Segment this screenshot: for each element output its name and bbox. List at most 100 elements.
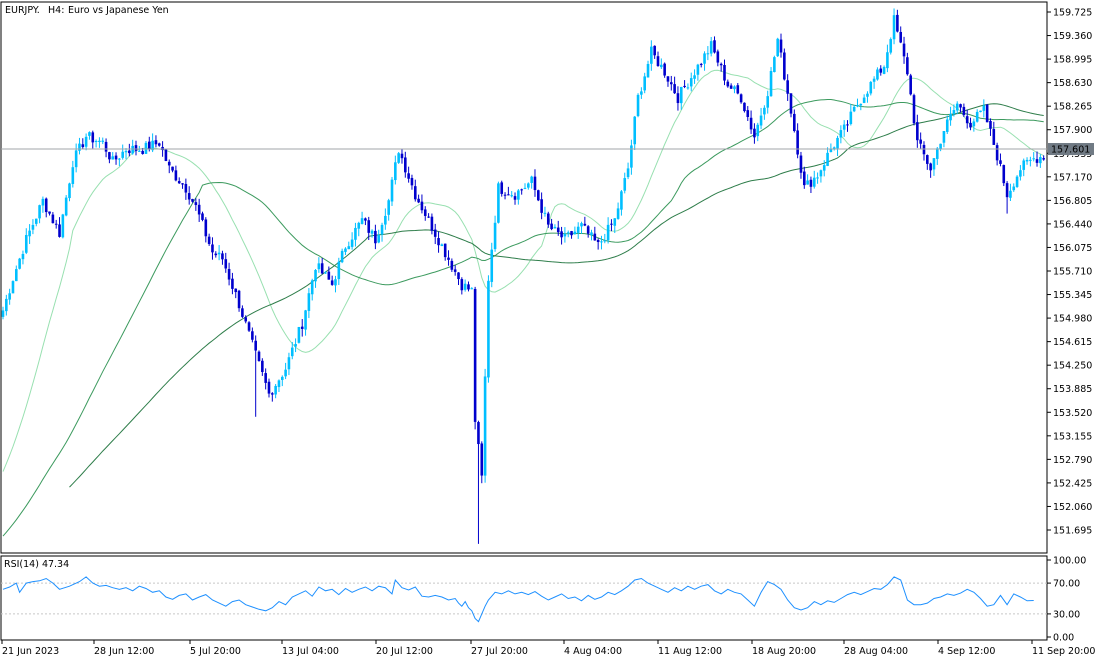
candle-body	[573, 231, 577, 235]
candle-body	[257, 351, 261, 361]
candle-body	[806, 180, 809, 185]
candle-body	[447, 257, 450, 260]
candle-body	[480, 443, 484, 476]
candle-body	[1029, 159, 1032, 161]
candle-body	[304, 310, 307, 330]
candle-body	[61, 214, 65, 238]
candle-body	[41, 198, 45, 206]
candle-body	[636, 94, 640, 117]
price-tick-label: 153.885	[1053, 384, 1092, 395]
candle-body	[430, 216, 434, 231]
candle-body	[613, 218, 617, 226]
candle-body	[410, 177, 414, 186]
candle-body	[197, 204, 201, 215]
candle-body	[307, 293, 311, 311]
candle-body	[487, 280, 490, 378]
candle-body	[384, 215, 387, 225]
candle-body	[1015, 176, 1019, 187]
rsi-line	[2, 576, 1034, 623]
current-price-label: 157.601	[1051, 145, 1090, 156]
time-tick-label: 20 Jul 12:00	[376, 646, 433, 657]
candle-body	[244, 317, 248, 322]
candle-body	[357, 222, 361, 229]
candle-body	[327, 271, 331, 280]
candle-body	[453, 269, 457, 272]
candle-body	[380, 224, 384, 235]
candle-body	[969, 122, 972, 128]
candle-body	[207, 236, 211, 244]
candle-body	[842, 124, 846, 130]
candle-body	[975, 111, 979, 122]
rsi-tick-label: 0.00	[1053, 633, 1074, 644]
candle-body	[669, 82, 673, 85]
candle-body	[513, 196, 517, 200]
candle-body	[374, 230, 377, 244]
rsi-panel[interactable]	[0, 555, 1048, 641]
candle-body	[610, 223, 613, 225]
price-tick-label: 157.900	[1053, 125, 1092, 136]
candle-body	[626, 168, 630, 178]
candle-body	[553, 226, 557, 229]
candle-body	[616, 208, 620, 219]
candle-body	[992, 129, 996, 145]
candle-body	[267, 381, 271, 394]
candle-body	[902, 43, 906, 57]
candle-body	[11, 281, 15, 294]
candle-body	[716, 51, 720, 63]
candle-body	[154, 140, 158, 145]
moving-averages	[2, 69, 1044, 537]
candle-body	[939, 143, 942, 150]
candle-body	[81, 144, 85, 148]
candle-body	[31, 224, 35, 230]
price-panel[interactable]	[0, 1, 1048, 554]
candle-body	[869, 81, 873, 94]
candle-body	[128, 150, 131, 154]
candle-body	[743, 102, 746, 112]
candle-body	[583, 223, 587, 226]
candle-body	[84, 136, 88, 147]
candle-body	[247, 322, 251, 331]
candle-body	[108, 152, 111, 160]
candle-body	[157, 143, 161, 146]
price-tick-label: 155.345	[1053, 290, 1092, 301]
candle-body	[945, 119, 949, 132]
candle-body	[999, 160, 1002, 164]
candle-body	[124, 151, 128, 153]
time-tick-label: 11 Sep 20:00	[1032, 646, 1095, 657]
candle-body	[929, 163, 932, 171]
candle-body	[606, 224, 610, 241]
candle-body	[350, 239, 354, 247]
candle-body	[284, 369, 287, 377]
candle-body	[520, 189, 523, 191]
candle-body	[171, 166, 174, 171]
candle-body	[1019, 170, 1022, 177]
candle-body	[174, 170, 178, 181]
candle-body	[989, 120, 992, 129]
candle-body	[673, 84, 676, 94]
price-tick-label: 152.060	[1053, 502, 1092, 513]
candle-body	[623, 178, 627, 191]
candle-body	[949, 114, 952, 121]
candle-body	[241, 308, 244, 317]
candle-body	[576, 226, 580, 233]
candle-body	[314, 269, 317, 282]
candle-body	[457, 272, 460, 280]
candle-body	[470, 288, 474, 290]
candle-body	[726, 81, 730, 87]
candle-body	[683, 85, 686, 87]
rsi-axis: 100.00 70.00 30.00 0.00	[1047, 556, 1086, 644]
candle-body	[500, 182, 504, 194]
candle-body	[493, 222, 497, 250]
candle-body	[536, 190, 540, 201]
price-tick-label: 152.425	[1053, 478, 1092, 489]
candle-body	[201, 213, 204, 220]
candle-body	[603, 240, 607, 242]
candle-body	[221, 253, 224, 260]
rsi-tick-label: 30.00	[1053, 609, 1080, 620]
candle-body	[360, 218, 364, 224]
time-tick-label: 4 Sep 12:00	[938, 646, 995, 657]
moving-average-line	[69, 103, 1044, 488]
candle-body	[440, 244, 444, 247]
price-tick-label: 158.995	[1053, 55, 1092, 66]
